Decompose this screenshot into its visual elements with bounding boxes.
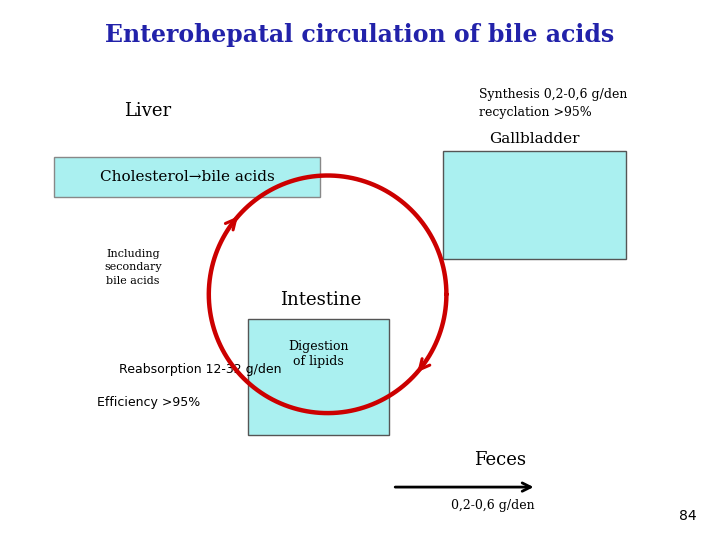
Text: Cholesterol→bile acids: Cholesterol→bile acids	[100, 170, 274, 184]
Text: Efficiency >95%: Efficiency >95%	[97, 396, 200, 409]
Text: Liver: Liver	[124, 102, 171, 120]
Text: Feces: Feces	[474, 451, 526, 469]
Bar	[443, 151, 626, 259]
Bar	[54, 157, 320, 197]
Text: Gallbladder: Gallbladder	[490, 132, 580, 146]
Text: Reabsorption 12-32 g/den: Reabsorption 12-32 g/den	[119, 363, 282, 376]
Text: Digestion
of lipids: Digestion of lipids	[288, 340, 349, 368]
Text: 84: 84	[679, 509, 696, 523]
Text: Synthesis 0,2-0,6 g/den
recyclation >95%: Synthesis 0,2-0,6 g/den recyclation >95%	[479, 88, 627, 119]
Text: Enterohepatal circulation of bile acids: Enterohepatal circulation of bile acids	[105, 23, 615, 47]
Bar	[248, 319, 389, 435]
Text: 0,2-0,6 g/den: 0,2-0,6 g/den	[451, 500, 535, 512]
Text: Intestine: Intestine	[280, 291, 361, 309]
Text: Including
secondary
bile acids: Including secondary bile acids	[104, 249, 162, 286]
